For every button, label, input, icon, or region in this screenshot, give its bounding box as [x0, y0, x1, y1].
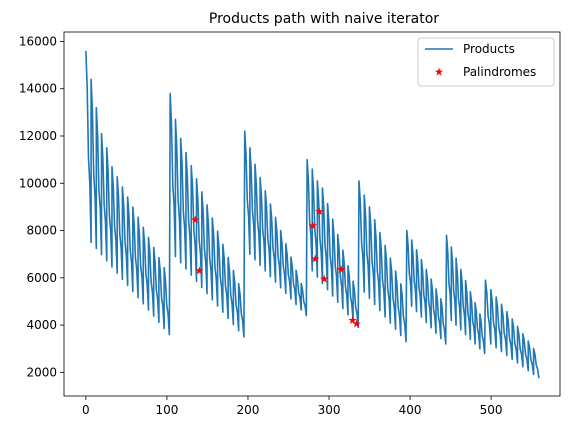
legend: Products Palindromes	[417, 37, 555, 87]
y-tick-label: 4000	[26, 318, 57, 332]
legend-palindromes-swatch	[434, 67, 444, 76]
y-tick-label: 14000	[19, 82, 57, 96]
palindrome-marker	[308, 221, 318, 230]
x-tick-label: 0	[82, 403, 90, 417]
chart-title: Products path with naive iterator	[209, 11, 439, 27]
axes-frame	[63, 31, 561, 397]
palindrome-marker	[191, 215, 200, 224]
x-tick-label: 200	[237, 403, 260, 417]
x-tick-label: 100	[155, 403, 178, 417]
legend-palindromes-label: Palindromes	[463, 65, 536, 79]
y-tick-label: 16000	[19, 34, 57, 48]
y-tick-label: 8000	[26, 224, 57, 238]
legend-box	[417, 37, 555, 87]
y-axis: 2000 4000 6000 8000 10000 12000 14000 16000	[19, 34, 64, 379]
palindrome-marker	[352, 319, 361, 328]
series-layer	[85, 50, 540, 379]
palindrome-marker	[195, 266, 204, 275]
y-tick-label: 10000	[19, 176, 57, 190]
y-tick-label: 2000	[26, 365, 57, 379]
palindrome-markers	[191, 207, 361, 328]
palindrome-marker	[310, 254, 320, 263]
x-tick-label: 400	[399, 403, 422, 417]
y-tick-label: 6000	[26, 271, 57, 285]
x-tick-label: 300	[318, 403, 341, 417]
x-tick-label: 500	[480, 403, 503, 417]
x-axis: 0 100 200 300 400 500	[82, 396, 503, 417]
y-tick-label: 12000	[19, 129, 57, 143]
plot-area: 0 100 200 300 400 500 2000 4000 6000 8000 10000 12…	[19, 31, 561, 417]
legend-products-label: Products	[463, 42, 515, 56]
palindrome-marker	[348, 315, 357, 324]
palindrome-marker	[315, 207, 324, 216]
palindrome-marker	[319, 274, 329, 283]
products-line	[85, 50, 540, 379]
palindrome-marker	[336, 265, 346, 274]
